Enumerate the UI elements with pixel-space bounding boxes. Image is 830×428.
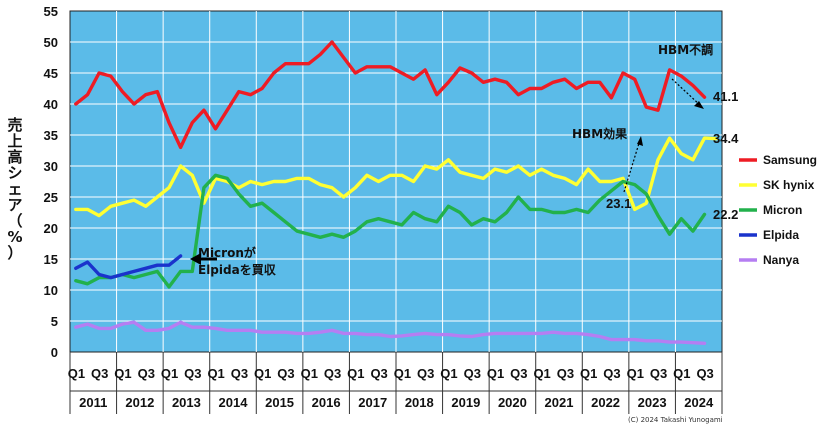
y-tick-label: 10 [44,283,58,298]
skhynix-end-value: 34.4 [713,131,739,146]
legend-label: Micron [763,203,802,217]
x-year-label: 2014 [219,395,249,410]
y-tick-label: 30 [44,159,58,174]
hbm-effect-arrow [623,139,641,193]
y-axis-label-char: （ [7,212,22,230]
hbm-bad-annotation: HBM不調 [658,42,713,57]
samsung-end-value: 41.1 [713,89,738,104]
x-tick-label: Q1 [254,366,271,381]
x-year-label: 2018 [405,395,434,410]
x-tick-label: Q3 [510,366,527,381]
x-tick-label: Q3 [464,366,481,381]
y-tick-label: 5 [51,314,58,329]
x-tick-label: Q1 [301,366,318,381]
x-axis: Q1 Q3 2011 Q1 Q3 2012 Q1 Q3 2013 Q1 Q3 2014 Q1 Q3 2015… [68,352,723,414]
x-tick-label: Q1 [440,366,457,381]
y-tick-label: 20 [44,221,58,236]
legend: Samsung SK hynix Micron Elpida Nanya [739,153,817,267]
y-tick-label: 35 [44,128,58,143]
series-line-micron [74,173,707,289]
legend-label: Elpida [763,228,799,242]
y-tick-label: 15 [44,252,58,267]
y-axis-label-char: 上 [7,132,22,150]
micron-elpida-arrow [190,253,217,265]
y-tick-label: 45 [44,66,58,81]
x-tick-label: Q3 [184,366,201,381]
y-axis-label-char: 売 [7,116,22,134]
series-lines [74,40,718,345]
y-axis-label-char: ア [7,196,22,214]
gridlines [70,11,722,352]
x-tick-label: Q1 [627,366,644,381]
x-tick-label: Q3 [277,366,294,381]
micron-elpida-annotation-line2: Elpidaを買収 [198,263,277,277]
x-year-label: 2017 [358,395,387,410]
skhynix-dip-value: 23.1 [606,196,631,211]
x-tick-label: Q1 [533,366,550,381]
y-tick-label: 55 [44,4,58,19]
x-tick-label: Q1 [487,366,504,381]
y-tick-label: 0 [51,345,58,360]
x-tick-label: Q3 [603,366,620,381]
y-axis-label-char: ） [7,244,22,262]
x-year-label: 2013 [172,395,201,410]
y-tick-label: 50 [44,35,58,50]
annotations: Micronが Elpidaを買収 HBM効果 HBM不調 41.1 34.4 … [190,42,739,277]
x-tick-label: Q3 [138,366,155,381]
series-line-nanya [74,320,707,345]
x-year-label: 2023 [638,395,667,410]
y-axis-ticks: 0 5 10 15 20 25 30 35 40 45 50 55 [44,4,58,360]
x-year-label: 2024 [684,395,714,410]
series-line-elpida [74,254,183,280]
hbm-effect-arrowhead [637,136,643,146]
x-tick-label: Q3 [231,366,248,381]
x-year-label: 2019 [451,395,480,410]
x-year-label: 2020 [498,395,527,410]
x-year-label: 2021 [545,395,574,410]
micron-elpida-annotation-line1: Micronが [198,245,256,260]
hbm-effect-annotation: HBM効果 [572,126,627,141]
legend-label: Samsung [763,153,817,167]
y-tick-label: 25 [44,190,58,205]
micron-end-value: 22.2 [713,207,738,222]
x-tick-label: Q3 [324,366,341,381]
y-axis-label-char: 高 [7,148,22,166]
x-tick-label: Q3 [650,366,667,381]
legend-label: Nanya [763,253,799,267]
x-tick-label: Q3 [696,366,713,381]
x-tick-label: Q1 [114,366,131,381]
legend-label: SK hynix [763,178,815,192]
x-tick-label: Q3 [417,366,434,381]
x-tick-label: Q1 [673,366,690,381]
x-year-label: 2016 [312,395,341,410]
x-tick-label: Q1 [347,366,364,381]
hbm-bad-arrowhead [694,101,704,109]
copyright-text: (C) 2024 Takashi Yunogami [628,416,723,424]
x-year-label: 2012 [125,395,154,410]
x-year-label: 2015 [265,395,294,410]
y-axis-label-char: % [7,228,22,246]
y-tick-label: 40 [44,97,58,112]
x-tick-label: Q1 [580,366,597,381]
x-tick-label: Q3 [370,366,387,381]
x-year-label: 2011 [79,395,107,410]
x-tick-label: Q3 [91,366,108,381]
series-line-samsung [74,40,707,150]
x-year-label: 2022 [591,395,620,410]
x-tick-label: Q1 [68,366,85,381]
x-tick-label: Q1 [161,366,178,381]
y-axis-label-char: ェ [7,180,22,198]
x-tick-label: Q1 [394,366,411,381]
x-tick-label: Q1 [207,366,224,381]
series-line-sk-hynix [74,136,718,218]
y-axis-label-char: シ [7,164,22,182]
x-tick-label: Q3 [557,366,574,381]
